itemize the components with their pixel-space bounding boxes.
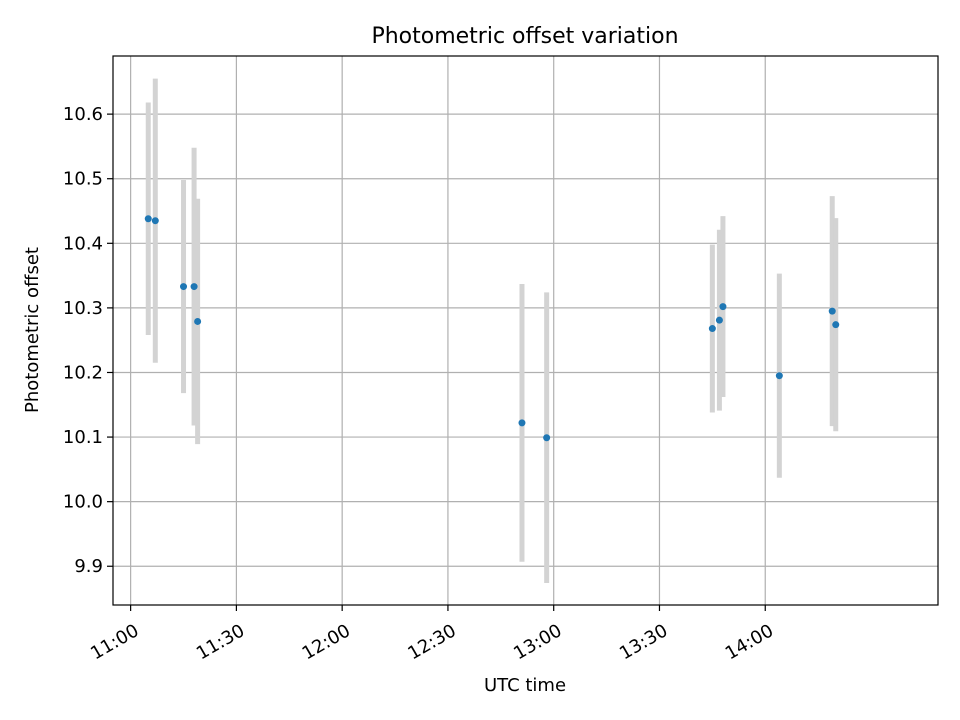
data-point <box>543 434 551 442</box>
data-point <box>151 217 159 225</box>
chart-title: Photometric offset variation <box>371 24 678 49</box>
y-tick-label: 10.5 <box>63 169 103 190</box>
data-point <box>719 303 727 311</box>
data-point <box>180 283 188 291</box>
y-axis: 9.9 10.0 10.1 10.2 10.3 10.4 10.5 10.6 <box>63 104 113 577</box>
data-point <box>832 321 840 329</box>
y-tick-label: 10.3 <box>63 298 103 319</box>
y-tick-label: 10.1 <box>63 427 103 448</box>
data-point <box>144 215 152 223</box>
data-points <box>144 215 840 442</box>
y-tick-label: 10.0 <box>63 492 103 513</box>
data-point <box>518 419 526 427</box>
x-axis-label: UTC time <box>484 675 566 696</box>
data-point <box>775 372 783 380</box>
data-point <box>715 316 723 324</box>
plot-frame <box>112 55 939 606</box>
data-point <box>828 307 836 315</box>
data-point <box>194 317 202 325</box>
grid-lines <box>113 56 938 605</box>
y-tick-label: 9.9 <box>74 556 103 577</box>
y-tick-label: 10.4 <box>63 233 103 254</box>
data-point <box>708 325 716 333</box>
y-axis-label: Photometric offset <box>22 247 43 413</box>
y-tick-label: 10.6 <box>63 104 103 125</box>
data-point <box>190 283 198 291</box>
y-tick-label: 10.2 <box>63 362 103 383</box>
